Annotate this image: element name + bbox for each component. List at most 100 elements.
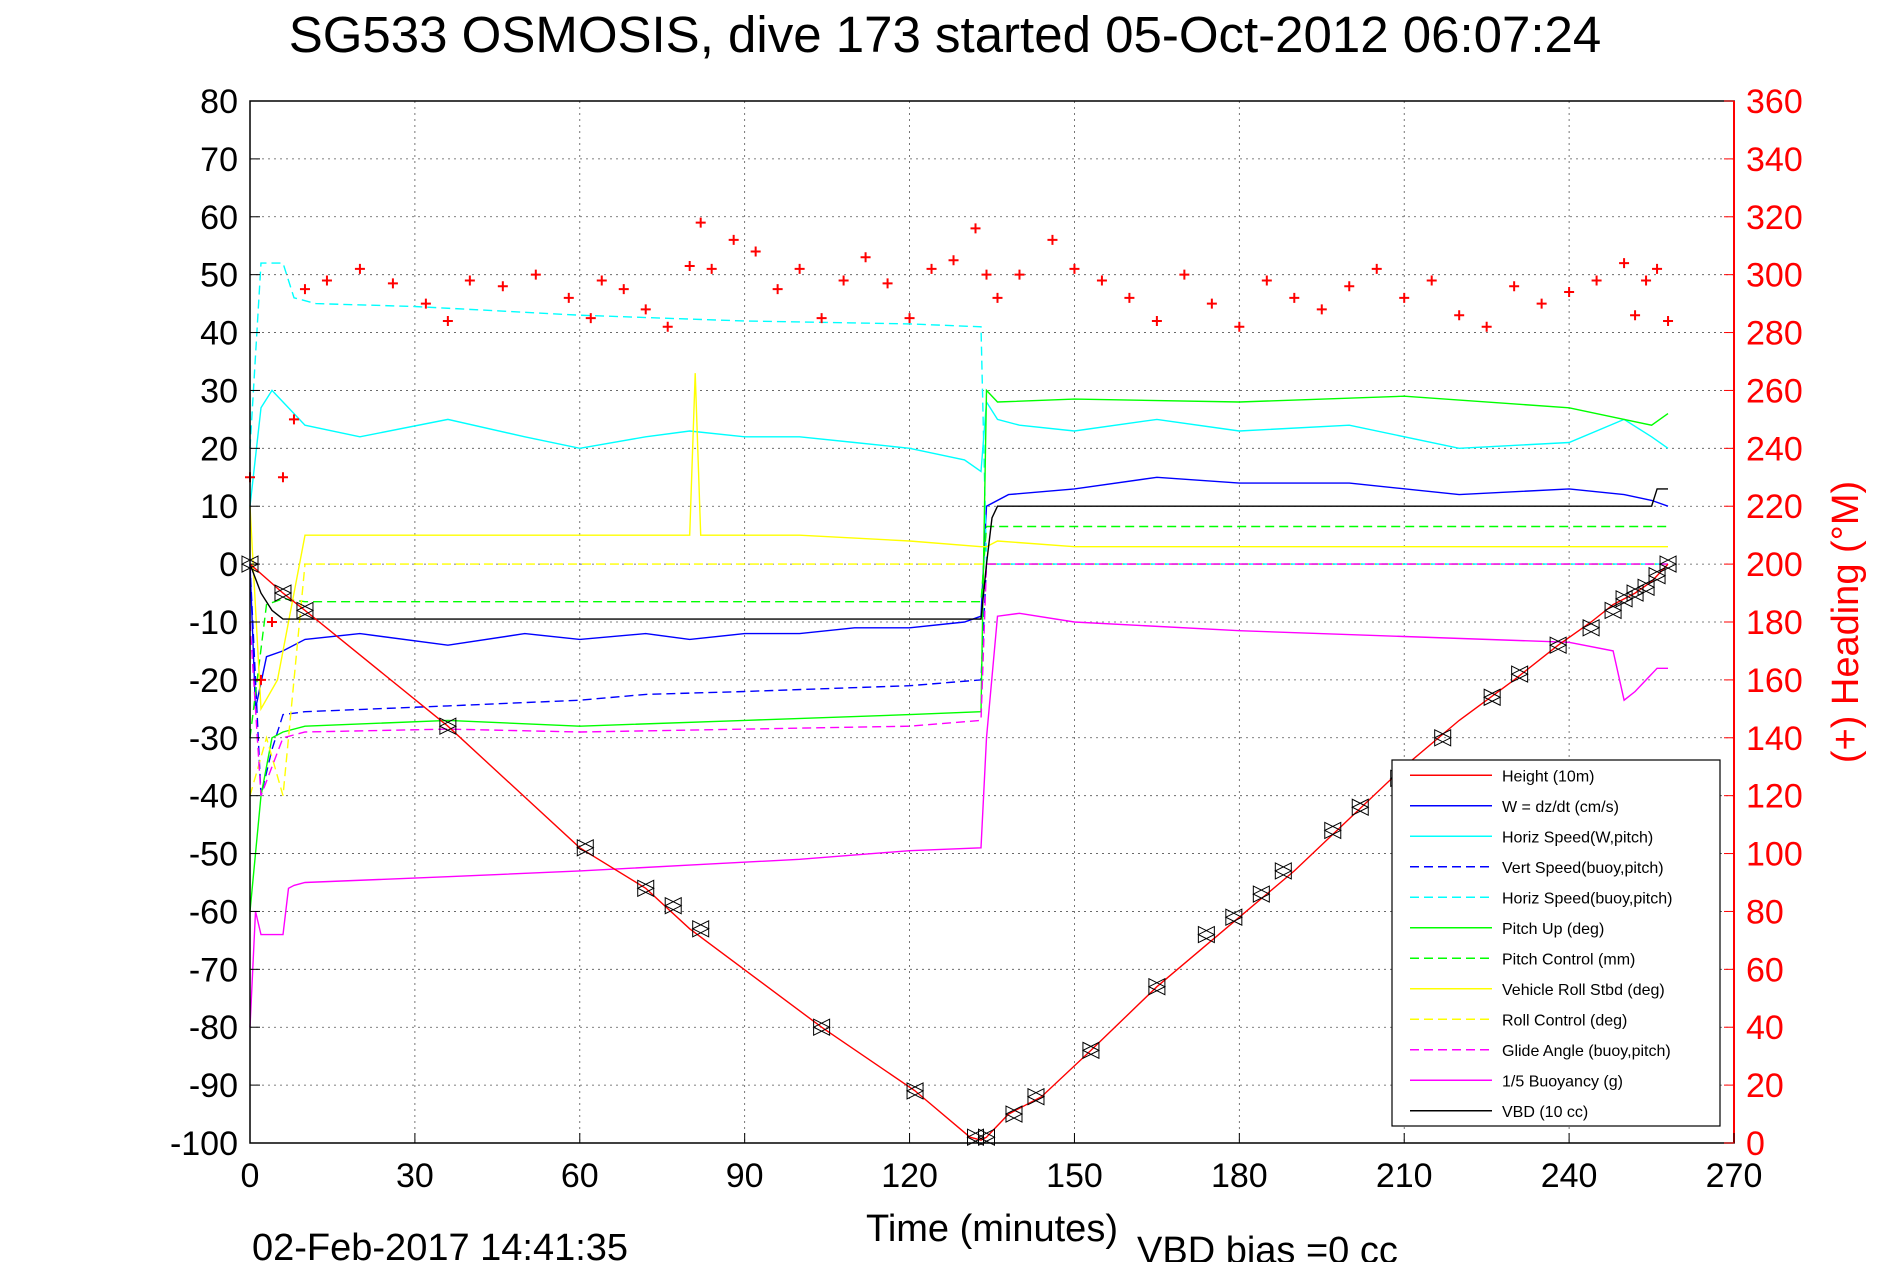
heading-point <box>299 284 310 295</box>
y-right-tick-label: 40 <box>1746 1009 1784 1047</box>
height-marker <box>1224 908 1243 927</box>
y-axis-left: -100-90-80-70-60-50-40-30-20-10010203040… <box>170 83 260 1163</box>
heading-point <box>530 269 541 280</box>
series-line <box>249 476 1669 709</box>
y-right-tick-label: 120 <box>1746 778 1803 816</box>
y-axis-right: 0 20 40 60 80 100 120 140 160 180 200 220 240 260 280 3… <box>1724 83 1803 1163</box>
heading-point <box>1641 275 1652 286</box>
y-tick-label: -40 <box>189 778 238 816</box>
height-marker <box>1433 728 1452 747</box>
legend-entry: Horiz Speed(buoy,pitch) <box>1502 890 1672 907</box>
y-tick-label: 30 <box>200 372 238 410</box>
heading-point <box>387 278 398 289</box>
heading-point <box>772 284 783 295</box>
y-tick-label: -100 <box>170 1125 238 1163</box>
y-tick-label: 20 <box>200 430 238 468</box>
series-layer <box>249 262 1669 1141</box>
heading-point <box>904 313 915 324</box>
height-marker <box>576 838 595 857</box>
heading-point <box>794 263 805 274</box>
legend-box <box>1391 759 1721 1127</box>
heading-point <box>1426 275 1437 286</box>
y-tick-label: 80 <box>200 83 238 121</box>
y-tick-label: -20 <box>189 662 238 700</box>
y-axis-right-label: (+) Heading (°M) <box>1825 481 1867 763</box>
legend-entry: VBD (10 cc) <box>1502 1104 1588 1121</box>
heading-point <box>1234 321 1245 332</box>
x-tick-label: 120 <box>881 1157 938 1195</box>
heading-point <box>1564 287 1575 298</box>
x-tick-label: 90 <box>726 1157 764 1195</box>
y-tick-label: 60 <box>200 199 238 237</box>
heading-point <box>948 255 959 266</box>
height-marker <box>636 879 655 898</box>
legend-entry: Pitch Up (deg) <box>1502 921 1604 938</box>
x-tick-label: 30 <box>396 1157 434 1195</box>
legend-entry: W = dz/dt (cm/s) <box>1502 799 1619 816</box>
y-tick-label: -10 <box>189 604 238 642</box>
heading-point <box>706 263 717 274</box>
heading-point <box>277 472 288 483</box>
heading-point <box>838 275 849 286</box>
heading-point <box>860 252 871 263</box>
y-right-tick-label: 180 <box>1746 604 1803 642</box>
y-tick-label: -70 <box>189 951 238 989</box>
heading-point <box>497 281 508 292</box>
heading-point <box>926 263 937 274</box>
legend-entry: Horiz Speed(W,pitch) <box>1502 829 1653 846</box>
height-marker <box>1252 885 1271 903</box>
heading-point <box>1454 310 1465 321</box>
x-tick-label: 180 <box>1211 1157 1268 1195</box>
height-marker <box>905 1082 925 1100</box>
heading-point <box>266 617 277 627</box>
x-tick-label: 150 <box>1046 1157 1103 1195</box>
heading-point <box>420 298 431 309</box>
heading-point <box>1371 263 1382 274</box>
heading-point <box>1124 292 1135 303</box>
y-tick-label: 10 <box>200 488 238 526</box>
y-right-tick-label: 100 <box>1746 836 1803 874</box>
heading-markers <box>245 217 1674 685</box>
height-marker <box>1147 977 1167 996</box>
heading-point <box>563 292 574 303</box>
height-marker <box>1549 636 1568 654</box>
legend-entry: Vert Speed(buoy,pitch) <box>1502 860 1664 877</box>
height-marker <box>1274 862 1293 880</box>
heading-point <box>1619 258 1630 269</box>
legend-entry: Roll Control (deg) <box>1502 1012 1627 1029</box>
y-right-tick-label: 280 <box>1746 315 1803 353</box>
legend-entry: Glide Angle (buoy,pitch) <box>1502 1043 1671 1060</box>
heading-point <box>1289 292 1300 303</box>
y-right-tick-label: 60 <box>1746 951 1784 989</box>
y-right-tick-label: 340 <box>1746 141 1803 179</box>
heading-point <box>695 217 706 228</box>
height-markers <box>240 555 1678 1147</box>
y-tick-label: -90 <box>189 1067 238 1105</box>
y-tick-label: 50 <box>200 257 238 295</box>
heading-point <box>354 263 365 274</box>
y-right-tick-label: 240 <box>1746 430 1803 468</box>
x-axis: 0 30 60 90 120 150 180 210 240 270 <box>241 1133 1762 1195</box>
series-line <box>249 563 1668 796</box>
height-marker <box>1603 601 1623 620</box>
heading-point <box>442 315 453 326</box>
heading-point <box>1069 263 1080 274</box>
heading-point <box>288 414 299 425</box>
y-tick-label: -50 <box>189 836 238 874</box>
legend-entry: 1/5 Buoyancy (g) <box>1502 1073 1623 1090</box>
x-tick-label: 240 <box>1541 1157 1598 1195</box>
series-line <box>249 262 1668 565</box>
height-marker <box>273 584 293 602</box>
x-tick-label: 210 <box>1376 1157 1433 1195</box>
y-right-tick-label: 360 <box>1746 83 1803 121</box>
heading-point <box>1509 281 1520 292</box>
height-marker <box>1081 1041 1101 1060</box>
height-marker <box>1483 688 1502 707</box>
heading-point <box>882 278 893 289</box>
heading-point <box>1663 315 1674 326</box>
heading-point <box>1481 321 1492 332</box>
heading-point <box>1261 275 1272 286</box>
series-line <box>249 389 1669 507</box>
height-marker <box>1351 798 1370 817</box>
y-tick-label: -80 <box>189 1009 238 1047</box>
